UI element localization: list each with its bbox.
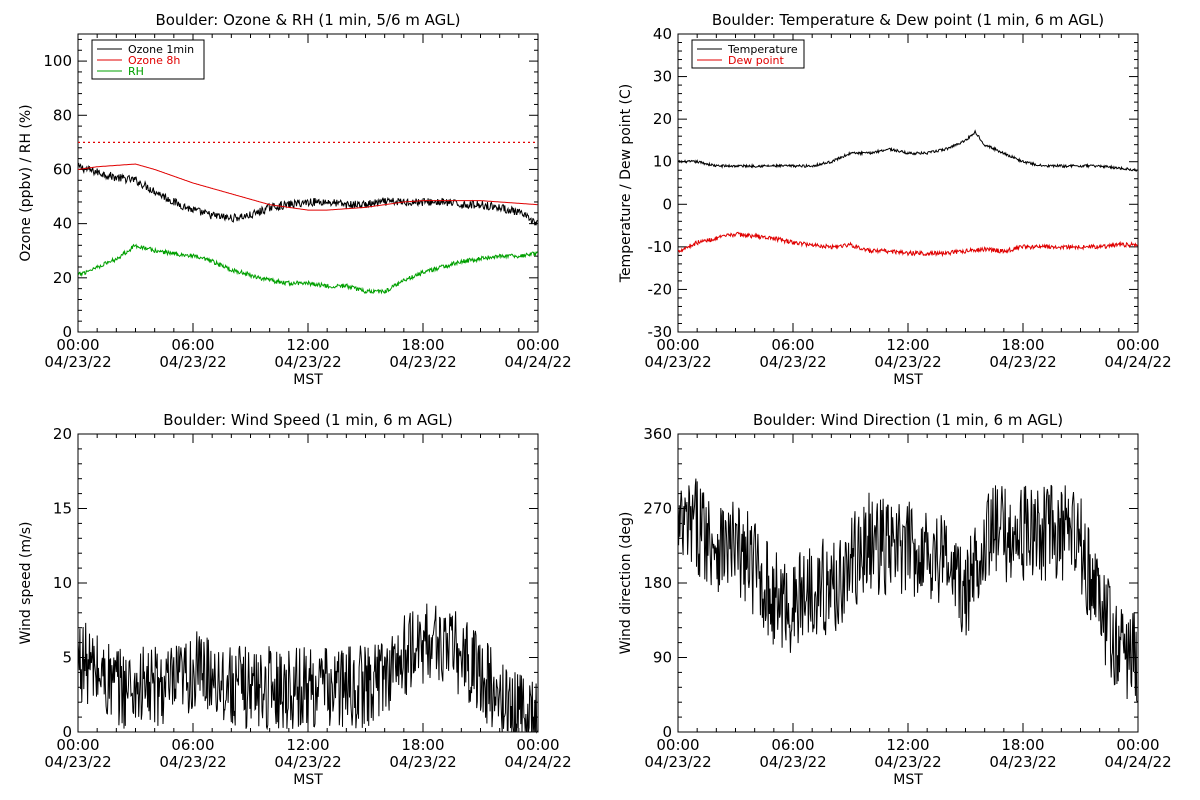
y-axis-label: Wind speed (m/s): [18, 522, 34, 645]
x-tick-label: 04/23/22: [989, 753, 1056, 771]
x-tick-label: 00:00: [516, 336, 559, 354]
x-tick-label: 06:00: [771, 736, 814, 754]
y-tick-label: 60: [53, 160, 72, 178]
y-tick-label: 10: [653, 153, 672, 171]
x-tick-label: 00:00: [1116, 336, 1159, 354]
chart-panel-2: Boulder: Temperature & Dew point (1 min,…: [618, 11, 1172, 388]
y-tick-label: 5: [62, 649, 72, 667]
y-axis-label: Ozone (ppbv) / RH (%): [18, 104, 34, 261]
series-line-ozone-1min: [77, 162, 538, 226]
plot-frame: [677, 433, 1139, 733]
x-tick-label: 00:00: [656, 336, 699, 354]
x-tick-label: 00:00: [1116, 736, 1159, 754]
series-line-data: [677, 478, 1138, 703]
x-tick-label: 00:00: [516, 736, 559, 754]
x-tick-label: 00:00: [656, 736, 699, 754]
y-tick-label: 40: [653, 25, 672, 43]
y-tick-label: 360: [643, 425, 672, 443]
y-tick-label: 20: [53, 425, 72, 443]
y-tick-label: 0: [62, 323, 72, 341]
x-tick-label: 00:00: [56, 736, 99, 754]
y-tick-label: 20: [653, 110, 672, 128]
chart-title: Boulder: Ozone & RH (1 min, 5/6 m AGL): [155, 11, 460, 29]
y-tick-label: 0: [62, 723, 72, 741]
x-tick-label: 06:00: [771, 336, 814, 354]
y-axis-label: Wind direction (deg): [618, 512, 634, 655]
x-tick-label: 04/23/22: [759, 753, 826, 771]
x-tick-label: 04/23/22: [759, 353, 826, 371]
x-tick-label: 18:00: [1001, 336, 1044, 354]
y-tick-label: -10: [648, 238, 673, 256]
y-tick-label: 270: [643, 500, 672, 518]
chart-title: Boulder: Temperature & Dew point (1 min,…: [712, 11, 1104, 29]
x-tick-label: 04/23/22: [159, 753, 226, 771]
y-tick-label: 180: [643, 574, 672, 592]
x-tick-label: 04/23/22: [159, 353, 226, 371]
y-tick-label: 40: [53, 215, 72, 233]
y-tick-label: 100: [43, 52, 72, 70]
x-axis-label: MST: [293, 772, 323, 788]
legend-label: Ozone 1min: [128, 43, 194, 56]
x-tick-label: 06:00: [171, 336, 214, 354]
x-tick-label: 04/23/22: [274, 353, 341, 371]
y-tick-label: 80: [53, 106, 72, 124]
y-tick-label: 0: [662, 195, 672, 213]
x-tick-label: 12:00: [886, 736, 929, 754]
y-tick-label: -30: [648, 323, 673, 341]
x-tick-label: 12:00: [286, 736, 329, 754]
legend-label: Temperature: [727, 43, 798, 56]
y-tick-label: 20: [53, 269, 72, 287]
y-tick-label: -20: [648, 280, 673, 298]
chart-title: Boulder: Wind Direction (1 min, 6 m AGL): [753, 411, 1063, 429]
x-tick-label: 00:00: [56, 336, 99, 354]
x-tick-label: 18:00: [401, 736, 444, 754]
x-tick-label: 04/23/22: [874, 353, 941, 371]
chart-panel-1: Boulder: Ozone & RH (1 min, 5/6 m AGL) 0 2…: [18, 11, 572, 388]
y-axis-label: Temperature / Dew point (C): [618, 84, 634, 283]
legend-label: RH: [128, 65, 144, 78]
x-tick-label: 04/23/22: [644, 353, 711, 371]
x-tick-label: 04/24/22: [1104, 353, 1171, 371]
x-axis-label: MST: [893, 372, 923, 388]
legend-label: Dew point: [728, 54, 784, 67]
y-tick-label: 0: [662, 723, 672, 741]
x-axis-label: MST: [293, 372, 323, 388]
chart-title: Boulder: Wind Speed (1 min, 6 m AGL): [163, 411, 452, 429]
plot-frame: [677, 33, 1139, 333]
x-axis-label: MST: [893, 772, 923, 788]
x-tick-label: 04/24/22: [504, 753, 571, 771]
x-tick-label: 04/23/22: [989, 353, 1056, 371]
y-tick-label: 90: [653, 649, 672, 667]
x-tick-label: 12:00: [286, 336, 329, 354]
x-tick-label: 18:00: [401, 336, 444, 354]
x-tick-label: 12:00: [886, 336, 929, 354]
series-line-rh: [77, 243, 538, 295]
series-line-dew-point: [678, 231, 1138, 258]
x-tick-label: 18:00: [1001, 736, 1044, 754]
x-tick-label: 04/24/22: [1104, 753, 1171, 771]
y-tick-label: 15: [53, 500, 72, 518]
chart-panel-3: Boulder: Wind Speed (1 min, 6 m AGL) 0 5 10…: [18, 411, 572, 788]
chart-panel-4: Boulder: Wind Direction (1 min, 6 m AGL)…: [618, 411, 1172, 788]
x-tick-label: 04/23/22: [874, 753, 941, 771]
x-tick-label: 04/23/22: [389, 353, 456, 371]
series-line-data: [77, 603, 538, 734]
x-tick-label: 04/24/22: [504, 353, 571, 371]
x-tick-label: 04/23/22: [44, 753, 111, 771]
series-line-temperature: [677, 129, 1138, 173]
x-tick-label: 04/23/22: [44, 353, 111, 371]
legend-box: [691, 39, 805, 69]
series-line-ozone-8h: [77, 163, 538, 211]
legend-label: Ozone 8h: [128, 54, 180, 67]
x-tick-label: 04/23/22: [274, 753, 341, 771]
x-tick-label: 06:00: [171, 736, 214, 754]
y-tick-label: 30: [653, 68, 672, 86]
x-tick-label: 04/23/22: [389, 753, 456, 771]
x-tick-label: 04/23/22: [644, 753, 711, 771]
y-tick-label: 10: [53, 574, 72, 592]
